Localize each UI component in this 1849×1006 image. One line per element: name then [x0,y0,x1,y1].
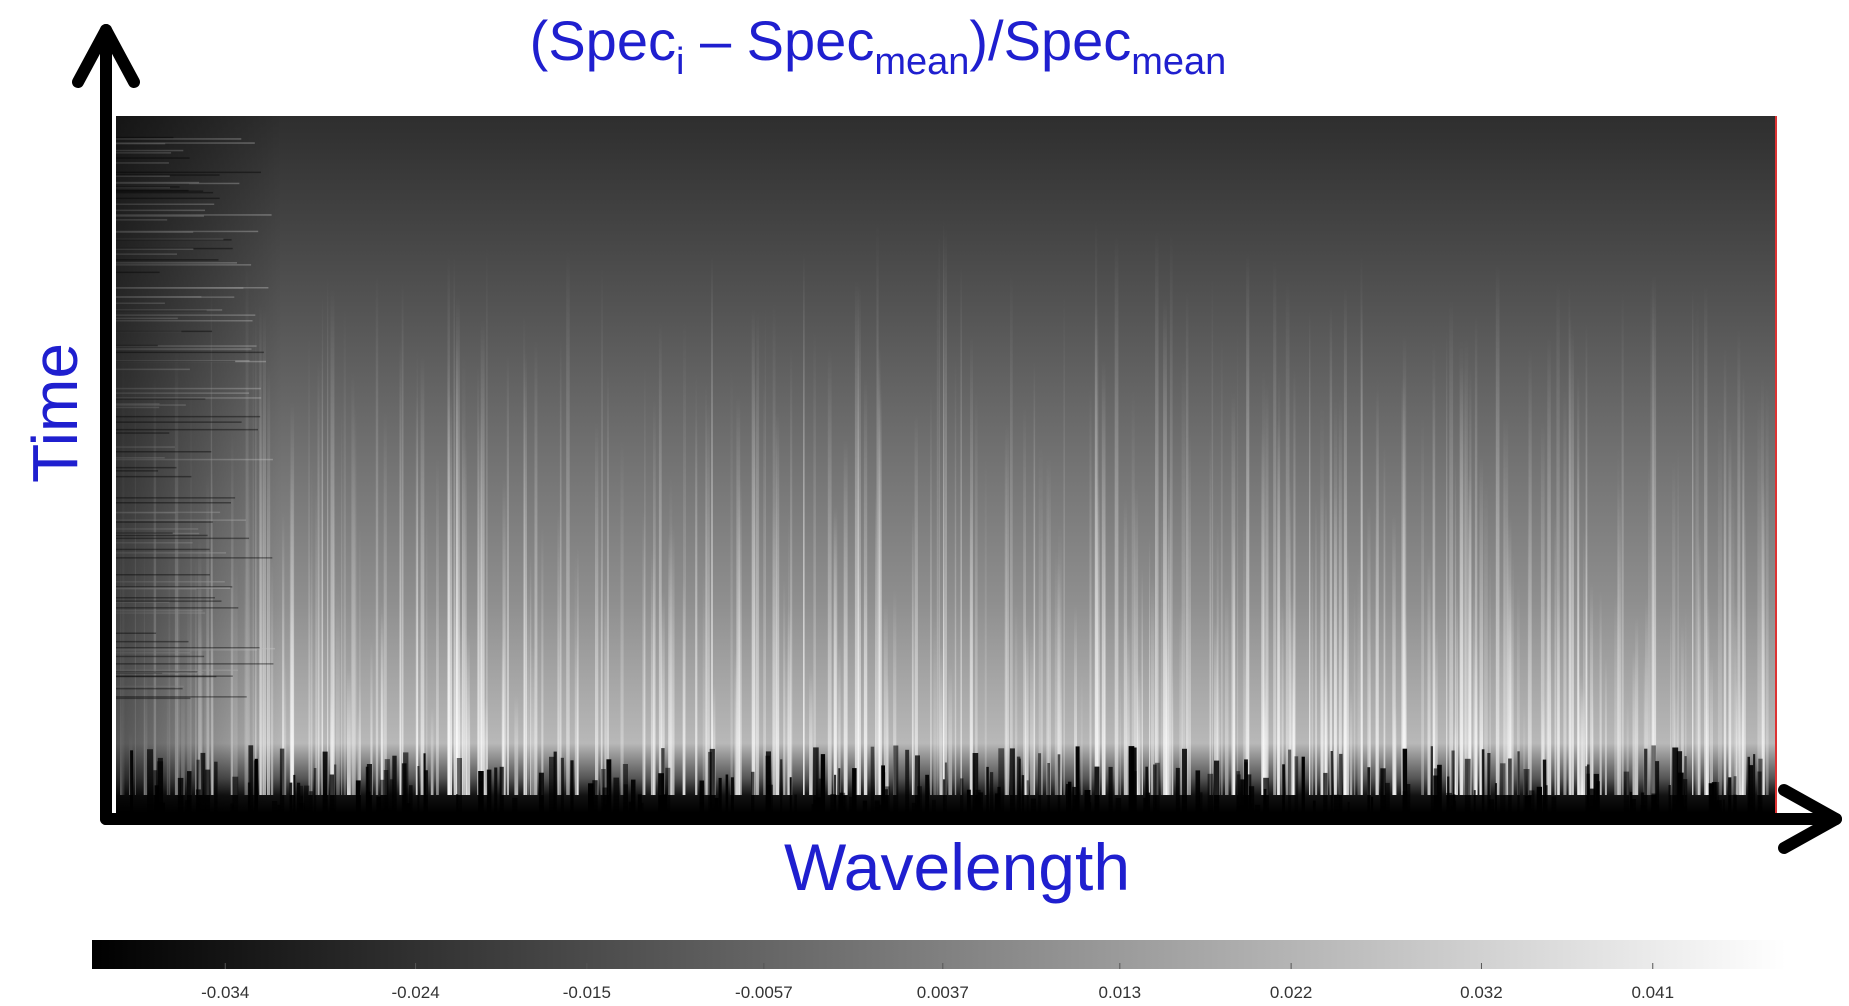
chart-title: (Speci – Specmean)/Specmean [530,9,1227,83]
colorbar-tick-label: 0.013 [1099,983,1142,1002]
x-arrow [1778,784,1842,854]
colorbar-tick-label: 0.022 [1270,983,1313,1002]
heatmap-shade [116,116,1777,813]
title-text: )/Spec [969,9,1131,72]
axes [72,24,1842,854]
title-subscript: mean [874,41,969,83]
colorbar-tick-label: 0.032 [1460,983,1503,1002]
colorbar-ticks: -0.034 -0.024 -0.015 -0.0057 0.0037 0.013 0.02… [201,963,1674,1002]
title-text: – Spec [684,9,874,72]
colorbar [92,940,1786,969]
title-subscript: mean [1131,41,1226,83]
x-axis-label: Wavelength [784,830,1130,904]
colorbar-tick-label: -0.024 [391,983,439,1002]
y-arrow [72,24,140,88]
colorbar-tick-label: -0.015 [563,983,611,1002]
colorbar-tick-label: -0.0057 [735,983,793,1002]
y-axis-label: Time [19,343,91,483]
colorbar-tick-label: 0.041 [1631,983,1674,1002]
title-subscript: i [676,41,684,83]
colorbar-tick-label: -0.034 [201,983,249,1002]
title-text: (Spec [530,9,676,72]
colorbar-tick-label: 0.0037 [917,983,969,1002]
